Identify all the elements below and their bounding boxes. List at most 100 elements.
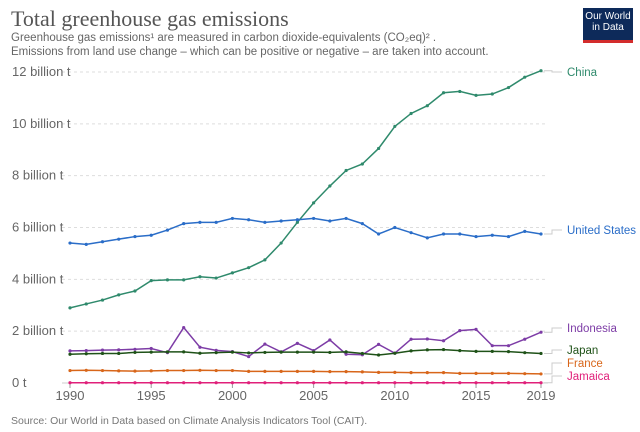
- data-point: [458, 381, 462, 385]
- data-point: [133, 234, 137, 239]
- data-point: [474, 327, 478, 331]
- data-point: [165, 228, 170, 232]
- data-point: [100, 351, 105, 356]
- data-point: [133, 350, 137, 355]
- data-point: [68, 381, 72, 385]
- data-point: [263, 258, 267, 262]
- label-connector: [544, 327, 562, 333]
- owid-logo[interactable]: Our World in Data: [583, 8, 633, 43]
- data-point: [133, 347, 137, 351]
- data-point: [328, 381, 332, 385]
- data-point: [409, 381, 413, 385]
- data-point: [68, 349, 72, 353]
- y-tick-label: 2 billion t: [12, 323, 64, 338]
- data-point: [409, 111, 413, 116]
- data-point: [376, 146, 381, 151]
- data-point: [295, 369, 299, 373]
- data-point: [474, 93, 478, 97]
- data-point: [344, 352, 348, 356]
- data-point: [376, 232, 381, 236]
- data-point: [523, 75, 527, 79]
- chart-title: Total greenhouse gas emissions: [11, 6, 289, 31]
- data-point: [117, 351, 121, 356]
- data-point: [441, 339, 446, 343]
- data-point: [279, 241, 283, 245]
- series-label: Jamaica: [567, 371, 610, 383]
- data-point: [198, 351, 202, 355]
- data-point: [84, 349, 88, 353]
- data-point: [133, 369, 137, 373]
- data-point: [117, 348, 121, 352]
- y-tick-label: 10 billion t: [12, 116, 71, 131]
- x-tick-label: 2000: [218, 388, 247, 403]
- source-note[interactable]: Source: Our World in Data based on Clima…: [11, 415, 368, 427]
- y-tick-label: 4 billion t: [12, 271, 64, 286]
- data-point: [198, 220, 202, 224]
- data-point: [100, 381, 105, 385]
- data-point: [214, 351, 218, 355]
- data-point: [425, 236, 429, 240]
- data-point: [84, 302, 88, 306]
- data-point: [539, 232, 543, 236]
- data-point: [458, 349, 462, 353]
- x-tick-label: 2010: [380, 388, 409, 403]
- data-point: [441, 232, 446, 236]
- data-point: [490, 349, 494, 353]
- data-point: [458, 232, 462, 236]
- data-point: [230, 216, 235, 221]
- data-point: [490, 344, 494, 348]
- data-point: [295, 220, 299, 224]
- data-point: [295, 381, 299, 385]
- label-connector: [544, 375, 562, 384]
- data-point: [230, 271, 235, 275]
- chart-subtitle-line2: Emissions from land use change – which c…: [11, 46, 489, 58]
- data-point: [490, 381, 494, 385]
- series-line-indonesia: [69, 326, 542, 358]
- data-point: [149, 346, 153, 351]
- data-point: [539, 381, 543, 385]
- data-point: [523, 229, 527, 233]
- data-point: [263, 381, 267, 385]
- series-line-united-states: [69, 217, 542, 246]
- data-point: [376, 370, 381, 374]
- data-point: [360, 370, 364, 374]
- data-point: [425, 381, 429, 385]
- data-point: [474, 349, 478, 353]
- data-point: [490, 92, 494, 96]
- data-point: [523, 337, 527, 341]
- data-point: [312, 369, 316, 373]
- data-point: [165, 350, 170, 354]
- data-point: [328, 369, 332, 374]
- data-point: [376, 342, 381, 346]
- data-point: [312, 381, 316, 385]
- data-point: [376, 353, 381, 357]
- data-point: [344, 350, 348, 354]
- data-point: [247, 354, 251, 359]
- data-point: [376, 381, 381, 385]
- data-point: [344, 168, 348, 173]
- data-point: [474, 234, 478, 239]
- y-tick-label: 0 t: [12, 375, 27, 390]
- data-point: [182, 368, 186, 373]
- data-point: [182, 325, 186, 330]
- data-point: [182, 222, 186, 226]
- x-tick-label: 2019: [527, 388, 556, 403]
- data-point: [117, 369, 121, 373]
- data-point: [409, 371, 413, 375]
- data-point: [263, 350, 267, 355]
- series-line-china: [69, 70, 542, 309]
- data-point: [490, 371, 494, 376]
- data-point: [328, 350, 332, 355]
- data-point: [393, 351, 397, 355]
- data-point: [506, 85, 511, 90]
- data-point: [458, 89, 462, 94]
- data-point: [182, 350, 186, 354]
- data-point: [539, 330, 543, 334]
- series-label: Indonesia: [567, 323, 617, 335]
- data-point: [133, 289, 137, 293]
- data-point: [360, 351, 364, 356]
- data-point: [214, 220, 218, 224]
- data-point: [393, 225, 397, 230]
- label-connector: [544, 362, 562, 375]
